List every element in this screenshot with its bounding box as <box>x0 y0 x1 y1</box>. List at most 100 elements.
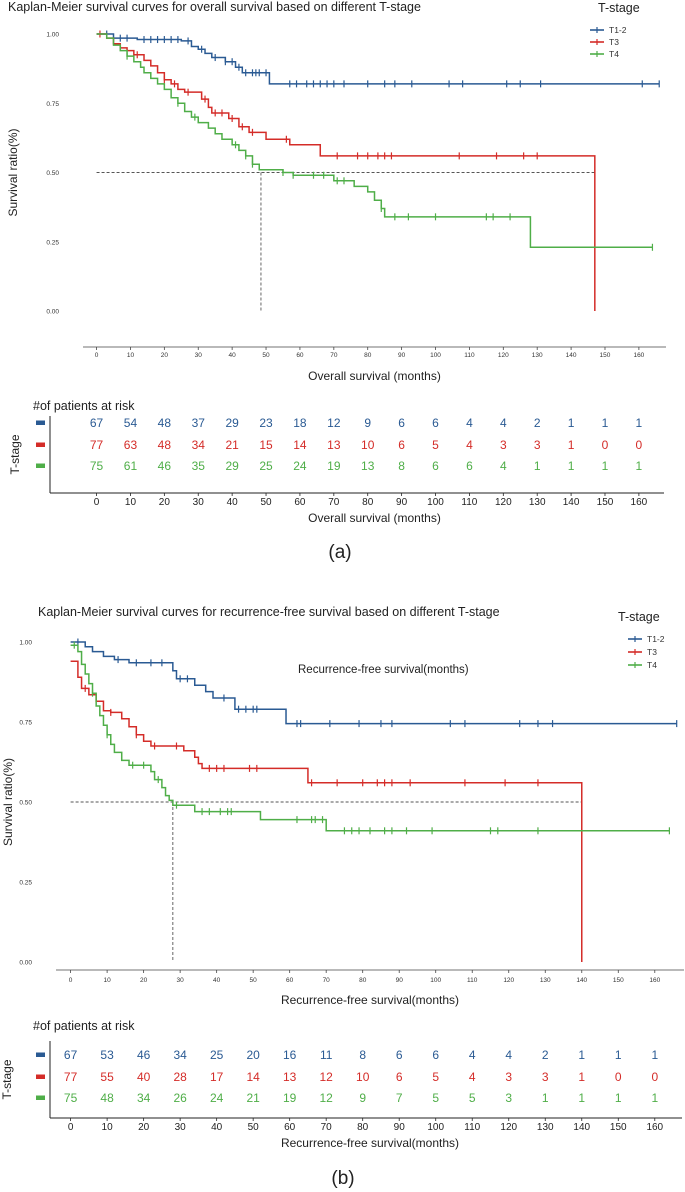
x-tick-label: 80 <box>364 352 372 359</box>
x-tick-label: 160 <box>649 977 660 984</box>
risk-value: 4 <box>466 438 473 452</box>
x-tick-label: 150 <box>600 352 611 359</box>
risk-value: 6 <box>466 459 473 473</box>
risk-row-swatch-t4 <box>36 463 45 468</box>
legend-label: T3 <box>609 37 619 47</box>
risk-value: 54 <box>124 416 138 430</box>
risk-value: 7 <box>396 1091 403 1105</box>
risk-value: 19 <box>327 459 341 473</box>
risk-value: 1 <box>636 459 643 473</box>
risk-value: 1 <box>534 459 541 473</box>
x-tick-label: 130 <box>540 977 551 984</box>
risk-value: 17 <box>210 1070 224 1084</box>
risk-value: 29 <box>225 416 239 430</box>
risk-value: 5 <box>469 1091 476 1105</box>
risk-value: 6 <box>398 438 405 452</box>
risk-value: 3 <box>542 1070 549 1084</box>
risk-value: 2 <box>534 416 541 430</box>
risk-table-tick-label: 40 <box>211 1122 223 1133</box>
risk-value: 9 <box>364 416 371 430</box>
risk-table-tick-label: 150 <box>610 1122 627 1133</box>
km-curve-t3 <box>96 33 596 311</box>
y-tick-label: 0.00 <box>19 960 32 967</box>
x-tick-label: 120 <box>503 977 514 984</box>
risk-value: 6 <box>432 416 439 430</box>
risk-value: 25 <box>210 1048 224 1062</box>
panel-label: (b) <box>331 1168 354 1189</box>
risk-value: 19 <box>283 1091 297 1105</box>
km-curve-t1-2 <box>96 33 660 85</box>
risk-value: 5 <box>432 1091 439 1105</box>
x-tick-label: 40 <box>213 977 221 984</box>
risk-table-tick-label: 60 <box>284 1122 296 1133</box>
risk-value: 9 <box>359 1091 366 1105</box>
risk-value: 15 <box>259 438 273 452</box>
panel-label: (a) <box>328 542 351 563</box>
risk-value: 5 <box>432 438 439 452</box>
panel-b: Kaplan-Meier survival curves for recurre… <box>0 605 684 1189</box>
risk-value: 1 <box>636 416 643 430</box>
risk-value: 1 <box>568 416 575 430</box>
risk-table-tick-label: 60 <box>294 497 306 508</box>
risk-value: 6 <box>398 416 405 430</box>
risk-value: 37 <box>192 416 206 430</box>
y-axis-label: Survival ratio(%) <box>6 128 20 216</box>
risk-value: 77 <box>64 1070 78 1084</box>
x-tick-label: 140 <box>566 352 577 359</box>
risk-table-tick-label: 140 <box>573 1122 590 1133</box>
risk-value: 12 <box>320 1091 334 1105</box>
legend-label: T1-2 <box>647 634 665 644</box>
risk-table-tick-label: 30 <box>193 497 205 508</box>
risk-table-tick-label: 100 <box>427 497 444 508</box>
x-tick-label: 60 <box>286 977 294 984</box>
legend-label: T4 <box>609 49 619 59</box>
risk-value: 1 <box>578 1091 585 1105</box>
risk-value: 4 <box>469 1070 476 1084</box>
risk-value: 1 <box>568 459 575 473</box>
risk-value: 48 <box>158 438 172 452</box>
risk-table-tick-label: 20 <box>159 497 171 508</box>
km-curve-t4 <box>70 644 670 832</box>
risk-table-tick-label: 50 <box>260 497 272 508</box>
risk-table-tick-label: 0 <box>68 1122 74 1133</box>
risk-value: 0 <box>615 1070 622 1084</box>
risk-value: 29 <box>225 459 239 473</box>
risk-table-tick-label: 160 <box>631 497 648 508</box>
x-tick-label: 110 <box>467 977 478 984</box>
risk-value: 46 <box>158 459 172 473</box>
km-curve-t3 <box>70 660 583 962</box>
legend-label: T1-2 <box>609 25 627 35</box>
risk-table-tick-label: 160 <box>646 1122 663 1133</box>
risk-value: 11 <box>320 1048 333 1062</box>
risk-value: 4 <box>500 416 507 430</box>
risk-value: 3 <box>505 1070 512 1084</box>
risk-table-x-label: Overall survival (months) <box>308 511 441 525</box>
risk-value: 3 <box>505 1091 512 1105</box>
risk-value: 6 <box>396 1048 403 1062</box>
y-tick-label: 0.75 <box>19 720 32 727</box>
risk-value: 13 <box>361 459 375 473</box>
chart-annotation: Recurrence-free survival(months) <box>298 664 469 676</box>
risk-table-tick-label: 120 <box>500 1122 517 1133</box>
risk-table-tick-label: 90 <box>394 1122 406 1133</box>
risk-table-tick-label: 10 <box>125 497 137 508</box>
risk-row-swatch-t4 <box>36 1095 45 1100</box>
risk-value: 0 <box>651 1070 658 1084</box>
y-tick-label: 1.00 <box>46 32 59 39</box>
x-tick-label: 70 <box>323 977 331 984</box>
risk-value: 67 <box>64 1048 78 1062</box>
risk-value: 14 <box>293 438 307 452</box>
risk-value: 0 <box>602 438 609 452</box>
risk-value: 25 <box>259 459 273 473</box>
risk-value: 75 <box>90 459 104 473</box>
risk-value: 14 <box>246 1070 260 1084</box>
y-tick-label: 0.50 <box>46 170 59 177</box>
risk-table-tick-label: 90 <box>396 497 408 508</box>
risk-value: 18 <box>293 416 307 430</box>
legend-title: T-stage <box>618 610 660 624</box>
x-tick-label: 100 <box>430 977 441 984</box>
risk-value: 53 <box>100 1048 114 1062</box>
risk-table-tick-label: 110 <box>461 497 477 508</box>
y-axis-label: Survival ratio(%) <box>1 758 15 846</box>
risk-value: 13 <box>327 438 341 452</box>
